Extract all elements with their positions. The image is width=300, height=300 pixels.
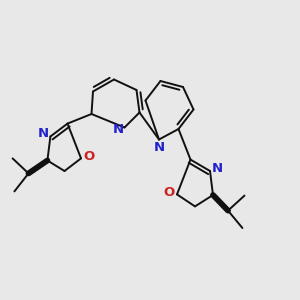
Text: O: O [163, 186, 174, 200]
Text: N: N [112, 122, 124, 136]
Text: O: O [84, 150, 95, 164]
Text: N: N [212, 161, 223, 175]
Text: N: N [153, 141, 165, 154]
Text: N: N [37, 127, 49, 140]
